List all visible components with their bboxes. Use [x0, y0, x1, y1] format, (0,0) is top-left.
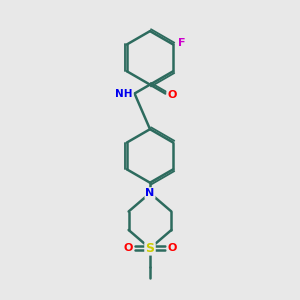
Text: N: N [146, 243, 154, 254]
Text: NH: NH [116, 89, 133, 99]
Text: O: O [167, 90, 177, 100]
Text: S: S [146, 242, 154, 255]
Text: O: O [123, 243, 132, 253]
Text: N: N [146, 188, 154, 198]
Text: F: F [178, 38, 185, 48]
Text: O: O [168, 243, 177, 253]
